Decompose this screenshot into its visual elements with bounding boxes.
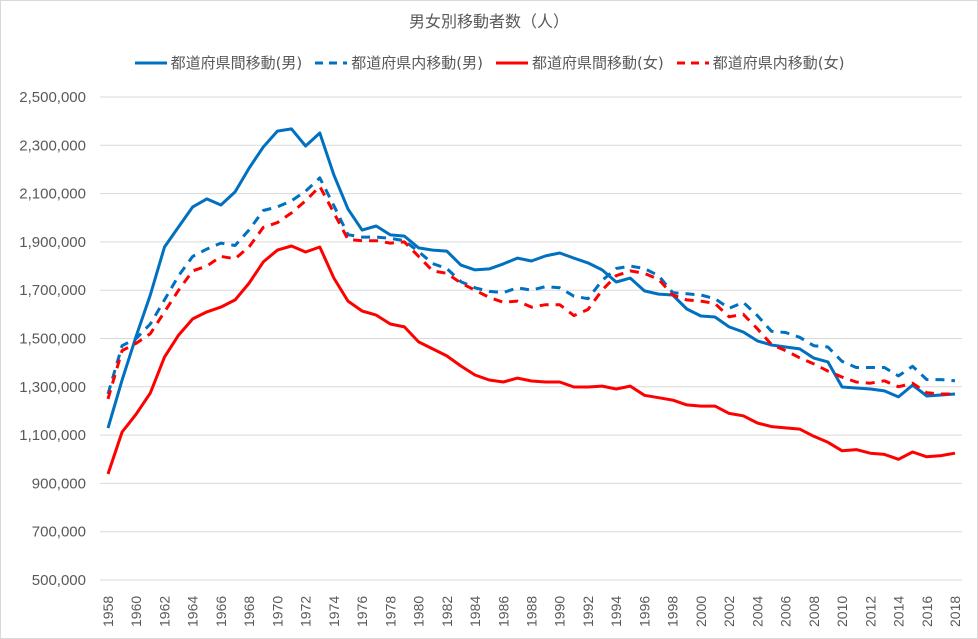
x-tick-label: 1964	[185, 596, 201, 627]
series-line-1	[106, 176, 956, 395]
legend: 都道府県間移動(男) 都道府県内移動(男) 都道府県間移動(女) 都道府県内移動…	[0, 52, 978, 73]
y-tick-label: 700,000	[32, 524, 86, 541]
y-tick-label: 500,000	[32, 572, 86, 589]
x-tick-label: 1974	[326, 596, 342, 627]
legend-label: 都道府県内移動(女)	[712, 54, 845, 72]
y-tick-label: 1,500,000	[19, 331, 86, 348]
x-tick-label: 2004	[749, 596, 765, 627]
y-tick-label: 2,300,000	[19, 137, 86, 154]
x-tick-label: 1980	[411, 596, 427, 627]
legend-item-inter-male: 都道府県間移動(男)	[134, 52, 303, 73]
legend-label: 都道府県間移動(女)	[532, 54, 664, 72]
x-tick-label: 2000	[693, 596, 709, 627]
y-tick-label: 1,300,000	[19, 379, 86, 396]
x-tick-label: 1998	[665, 596, 681, 627]
x-tick-label: 1988	[524, 596, 540, 627]
x-tick-label: 1994	[608, 596, 624, 627]
x-tick-label: 1966	[213, 596, 229, 627]
x-tick-label: 1982	[439, 596, 455, 627]
y-tick-label: 900,000	[32, 475, 86, 492]
x-tick-label: 2018	[947, 596, 963, 627]
series-line-0	[106, 127, 956, 429]
x-tick-label: 2010	[834, 596, 850, 627]
x-tick-label: 1978	[382, 596, 398, 627]
y-tick-label: 1,900,000	[19, 234, 86, 251]
x-tick-label: 2002	[721, 596, 737, 627]
x-tick-label: 2014	[891, 596, 907, 627]
x-tick-label: 2006	[778, 596, 794, 627]
legend-label: 都道府県間移動(男)	[170, 54, 303, 72]
x-tick-label: 1996	[636, 596, 652, 627]
x-tick-label: 2016	[919, 596, 935, 627]
x-tick-label: 1972	[298, 596, 314, 627]
x-tick-label: 2012	[862, 596, 878, 627]
y-tick-label: 2,100,000	[19, 186, 86, 203]
x-tick-label: 1976	[354, 596, 370, 627]
x-tick-label: 2008	[806, 596, 822, 627]
legend-label: 都道府県内移動(男)	[351, 54, 483, 72]
y-tick-label: 1,100,000	[19, 427, 86, 444]
x-tick-label: 1968	[241, 596, 257, 627]
chart-title: 男女別移動者数（人）	[408, 12, 569, 31]
legend-swatch-dashed-blue	[315, 61, 348, 64]
x-tick-label: 1986	[495, 596, 511, 627]
x-tick-label: 1992	[580, 596, 596, 627]
legend-item-inter-female: 都道府県間移動(女)	[495, 52, 664, 73]
x-tick-label: 1960	[128, 596, 144, 627]
x-tick-label: 1990	[552, 596, 568, 627]
legend-swatch-dashed-red	[676, 61, 709, 64]
x-tick-label: 1984	[467, 596, 483, 627]
x-tick-label: 1970	[269, 596, 285, 627]
y-tick-label: 2,500,000	[19, 89, 86, 106]
legend-item-intra-male: 都道府県内移動(男)	[314, 52, 483, 73]
legend-swatch-solid-blue	[134, 61, 167, 64]
series-line-3	[106, 184, 955, 400]
legend-item-intra-female: 都道府県内移動(女)	[676, 52, 845, 73]
x-tick-label: 1962	[156, 596, 172, 627]
legend-swatch-solid-red	[496, 61, 528, 64]
y-tick-label: 1,700,000	[19, 282, 86, 299]
series-line-2	[106, 244, 956, 475]
x-tick-label: 1958	[100, 596, 116, 627]
